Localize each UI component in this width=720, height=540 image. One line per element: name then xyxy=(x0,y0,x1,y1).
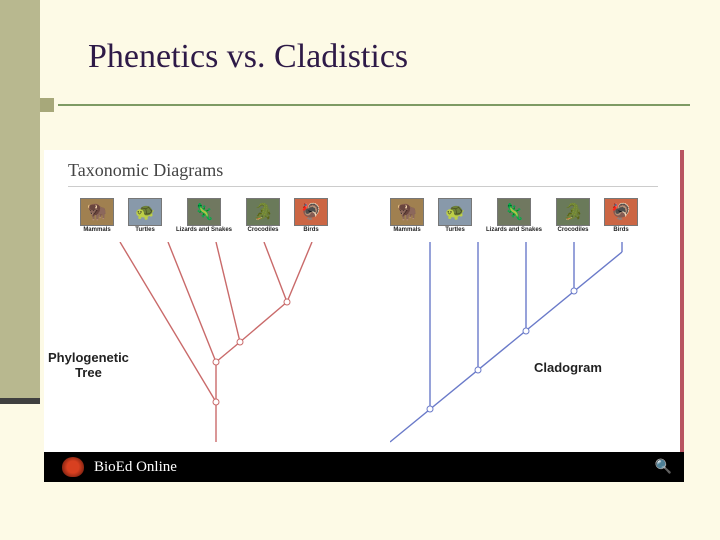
taxon-label: Birds xyxy=(613,227,628,233)
zoom-icon[interactable]: 🔍 xyxy=(655,459,672,476)
taxon-birds: 🦃Birds xyxy=(604,198,638,233)
taxon-label: Lizards and Snakes xyxy=(176,227,232,233)
taxon-mammals: 🦬Mammals xyxy=(80,198,114,233)
taxon-birds: 🦃Birds xyxy=(294,198,328,233)
cladogram-label: Cladogram xyxy=(534,360,602,375)
title-bullet-icon xyxy=(40,98,54,112)
taxon-crocodiles: 🐊Crocodiles xyxy=(556,198,590,233)
title-rule xyxy=(58,104,690,106)
taxon-image-icon: 🦬 xyxy=(390,198,424,226)
taxon-image-icon: 🦬 xyxy=(80,198,114,226)
taxon-image-icon: 🦃 xyxy=(294,198,328,226)
taxon-label: Lizards and Snakes xyxy=(486,227,542,233)
taxon-image-icon: 🐢 xyxy=(128,198,162,226)
taxon-image-icon: 🦎 xyxy=(187,198,221,226)
diagram-rule xyxy=(68,186,658,187)
taxon-image-icon: 🦎 xyxy=(497,198,531,226)
slide: Phenetics vs. Cladistics Taxonomic Diagr… xyxy=(0,0,720,540)
taxon-image-icon: 🐊 xyxy=(556,198,590,226)
taxon-mammals: 🦬Mammals xyxy=(390,198,424,233)
slide-title: Phenetics vs. Cladistics xyxy=(88,38,408,76)
taxon-lizards-and-snakes: 🦎Lizards and Snakes xyxy=(176,198,232,233)
taxon-label: Birds xyxy=(303,227,318,233)
taxon-turtles: 🐢Turtles xyxy=(128,198,162,233)
taxa-row-left: 🦬Mammals 🐢Turtles 🦎Lizards and Snakes 🐊Croc… xyxy=(80,198,328,233)
phylogenetic-tree-label: Phylogenetic Tree xyxy=(48,350,129,380)
footer-bar: BioEd Online 🔍 xyxy=(44,452,684,482)
diagram-subtitle: Taxonomic Diagrams xyxy=(68,160,223,181)
footer-text: BioEd Online xyxy=(94,459,177,476)
phylogenetic-tree xyxy=(80,242,350,447)
sidebar-accent xyxy=(0,0,40,400)
taxon-image-icon: 🐊 xyxy=(246,198,280,226)
taxon-turtles: 🐢Turtles xyxy=(438,198,472,233)
brain-logo-icon xyxy=(62,457,84,477)
taxon-label: Turtles xyxy=(135,227,155,233)
taxa-row-right: 🦬Mammals 🐢Turtles 🦎Lizards and Snakes 🐊Croc… xyxy=(390,198,638,233)
taxon-label: Crocodiles xyxy=(558,227,589,233)
taxonomic-diagram: Taxonomic Diagrams 🦬Mammals🐢Turtles🦎Liza… xyxy=(44,150,684,482)
taxon-label: Crocodiles xyxy=(248,227,279,233)
taxon-label: Turtles xyxy=(445,227,465,233)
taxon-label: Mammals xyxy=(393,227,420,233)
cladogram-tree xyxy=(390,242,660,447)
sidebar-accent-dark xyxy=(0,398,40,404)
taxon-label: Mammals xyxy=(83,227,110,233)
taxon-crocodiles: 🐊Crocodiles xyxy=(246,198,280,233)
taxon-lizards-and-snakes: 🦎Lizards and Snakes xyxy=(486,198,542,233)
taxon-image-icon: 🦃 xyxy=(604,198,638,226)
taxon-image-icon: 🐢 xyxy=(438,198,472,226)
